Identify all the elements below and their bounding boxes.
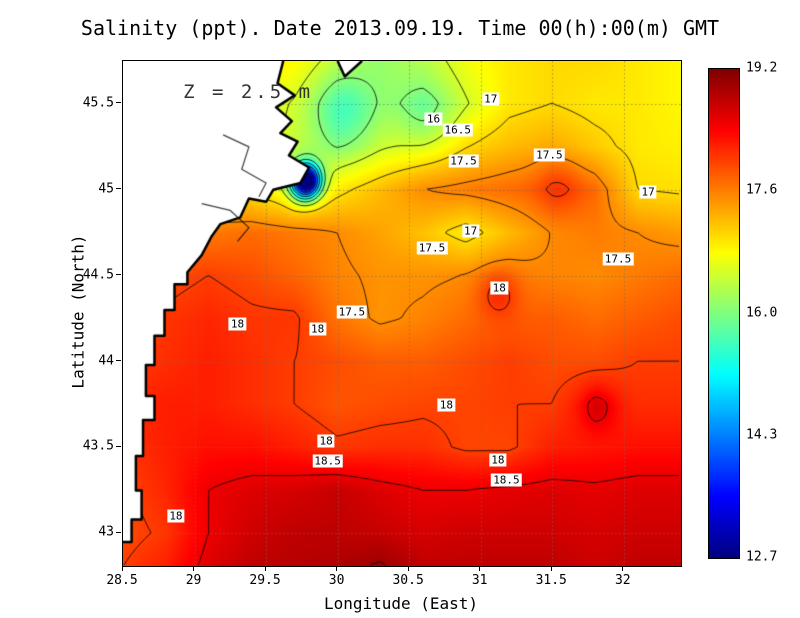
y-tick-mark (116, 102, 121, 104)
plot-area: 17 16 16.5 17.5 17.5 17 17.5 17 17.5 18 17.5 18 18 18… (122, 60, 682, 567)
contour-label: 18 (317, 434, 335, 448)
contour-label: 18 (308, 322, 327, 336)
y-tick-mark (116, 445, 121, 447)
y-tick-label: 43.5 (82, 438, 114, 454)
colorbar (708, 68, 740, 559)
chart-title: Salinity (ppt). Date 2013.09.19. Time 00… (80, 16, 720, 40)
x-tick-label: 30 (328, 573, 345, 588)
x-tick-mark (550, 566, 552, 571)
y-tick-label: 44.5 (82, 267, 114, 283)
x-tick-label: 32 (614, 573, 631, 588)
x-tick-label: 29 (185, 573, 202, 588)
x-tick-label: 28.5 (106, 573, 138, 588)
colorbar-tick-label: 16.0 (746, 305, 778, 320)
y-tick-mark (116, 274, 121, 276)
x-tick-label: 31.5 (535, 573, 567, 588)
x-tick-mark (336, 566, 338, 571)
x-tick-label: 30.5 (392, 573, 424, 588)
y-tick-mark (116, 531, 121, 533)
x-tick-mark (479, 566, 481, 571)
contour-labels-layer: 17 16 16.5 17.5 17.5 17 17.5 17 17.5 18 17.5 18 18 18… (123, 61, 681, 566)
contour-label: 17 (462, 224, 480, 238)
contour-label: 17 (482, 92, 500, 106)
colorbar-tick-label: 14.3 (746, 427, 778, 443)
contour-label: 17.5 (534, 148, 565, 162)
y-tick-label: 45 (98, 181, 114, 197)
y-tick-mark (116, 188, 121, 190)
contour-label: 16 (424, 112, 443, 126)
x-tick-mark (407, 566, 409, 571)
y-tick-label: 43 (98, 524, 114, 540)
x-axis-title: Longitude (East) (323, 594, 479, 613)
x-tick-mark (193, 566, 195, 571)
x-tick-mark (121, 566, 123, 571)
contour-label: 18 (437, 398, 455, 412)
y-tick-label: 45.5 (82, 95, 114, 111)
contour-label: 17.5 (602, 252, 634, 266)
depth-annotation: Z = 2.5 m (183, 80, 314, 103)
contour-label: 18 (490, 281, 508, 295)
x-tick-mark (622, 566, 624, 571)
contour-label: 18 (228, 317, 247, 331)
contour-label: 16.5 (442, 123, 474, 137)
contour-label: 17.5 (336, 305, 368, 319)
contour-label: 17.5 (416, 241, 448, 255)
contour-label: 18.5 (312, 454, 343, 468)
contour-label: 17 (639, 185, 657, 199)
contour-label: 17.5 (448, 154, 479, 168)
x-tick-mark (264, 566, 266, 571)
x-tick-label: 29.5 (249, 573, 281, 588)
colorbar-tick-label: 17.6 (746, 182, 778, 198)
x-tick-label: 31 (471, 573, 488, 588)
y-tick-mark (116, 360, 121, 362)
contour-label: 18 (167, 509, 185, 523)
contour-label: 18.5 (491, 473, 522, 487)
salinity-field-canvas (123, 61, 681, 566)
contour-label: 18 (489, 453, 507, 466)
y-axis-title: Latitude (North) (68, 234, 88, 389)
colorbar-tick-label: 19.2 (746, 60, 778, 76)
colorbar-tick-label: 12.7 (746, 549, 778, 565)
y-tick-label: 44 (98, 353, 114, 369)
